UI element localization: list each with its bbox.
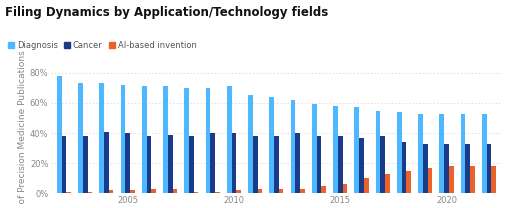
Bar [380,136,385,193]
Bar [231,133,237,193]
Bar [163,86,168,193]
Bar [492,166,496,193]
Bar [465,144,470,193]
Bar [449,166,454,193]
Y-axis label: % of Precision Medicine Publications: % of Precision Medicine Publications [18,51,27,208]
Bar [210,133,215,193]
Bar [333,106,338,193]
Bar [61,136,66,193]
Bar [401,142,407,193]
Bar [274,136,279,193]
Bar [130,191,135,193]
Bar [189,136,194,193]
Bar [83,136,88,193]
Text: Filing Dynamics by Application/Technology fields: Filing Dynamics by Application/Technolog… [5,6,328,19]
Bar [269,97,274,193]
Bar [364,178,369,193]
Bar [227,86,231,193]
Bar [423,144,428,193]
Bar [104,132,109,193]
Bar [444,144,449,193]
Bar [376,110,380,193]
Bar [146,136,152,193]
Bar [461,114,465,193]
Bar [418,114,423,193]
Bar [184,88,189,193]
Bar [237,191,241,193]
Bar [338,136,343,193]
Bar [57,76,61,193]
Bar [78,83,83,193]
Bar [385,174,390,193]
Bar [428,168,432,193]
Bar [168,135,173,193]
Bar [316,136,322,193]
Bar [258,189,262,193]
Bar [194,192,199,193]
Bar [312,104,316,193]
Bar [407,171,411,193]
Bar [99,83,104,193]
Bar [359,138,364,193]
Bar [482,114,487,193]
Bar [487,144,492,193]
Bar [142,86,146,193]
Bar [121,85,125,193]
Bar [439,114,444,193]
Bar [109,191,114,193]
Legend: Diagnosis, Cancer, AI-based invention: Diagnosis, Cancer, AI-based invention [5,37,200,53]
Bar [66,192,71,193]
Bar [173,189,177,193]
Bar [152,189,156,193]
Bar [354,108,359,193]
Bar [279,189,284,193]
Bar [253,136,258,193]
Bar [291,100,295,193]
Bar [295,133,300,193]
Bar [248,95,253,193]
Bar [206,88,210,193]
Bar [322,186,326,193]
Bar [125,133,130,193]
Bar [88,192,92,193]
Bar [215,192,220,193]
Bar [343,184,347,193]
Bar [300,189,305,193]
Bar [470,166,475,193]
Bar [397,112,401,193]
